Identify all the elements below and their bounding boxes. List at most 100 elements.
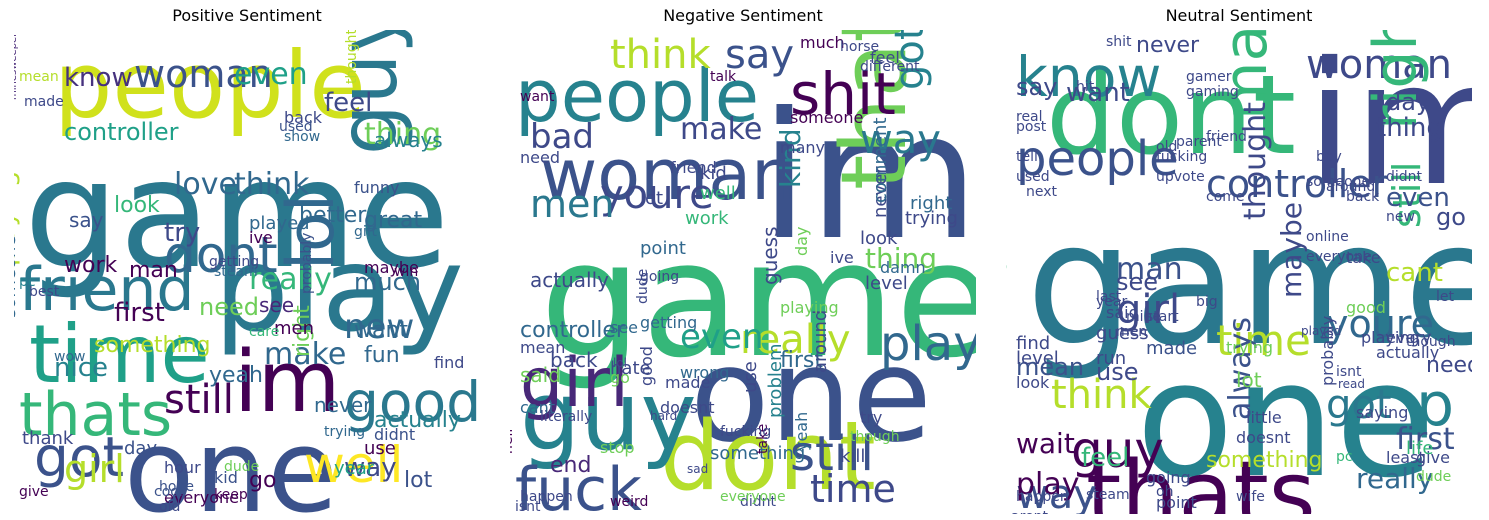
cloud-word-shit: shit — [1106, 34, 1132, 50]
cloud-word-dont: dont — [1046, 51, 1296, 179]
cloud-word-used: used — [279, 119, 313, 135]
cloud-word-mean: mean — [19, 69, 59, 85]
cloud-word-friend: friend — [670, 158, 717, 177]
cloud-word-friend: friend — [1206, 129, 1247, 145]
cloud-word-well: well — [700, 183, 736, 204]
cloud-word-try: try — [860, 408, 883, 427]
cloud-word-hard: hard — [650, 409, 678, 423]
cloud-word-want: want — [1066, 78, 1130, 108]
cloud-word-woman: woman — [134, 52, 273, 96]
cloud-word-way: way — [344, 453, 397, 483]
cloud-word-made: made — [665, 373, 711, 392]
cloud-word-gaming: gaming — [1186, 84, 1239, 100]
cloud-word-kid: kid — [700, 163, 727, 184]
cloud-word-level: level — [865, 273, 908, 294]
cloud-word-let: let — [1436, 289, 1454, 305]
cloud-word-probably: probably — [299, 232, 315, 294]
cloud-word-lot: lot — [1236, 368, 1262, 392]
cloud-word-old: old — [159, 499, 181, 514]
cloud-word-oh: oh — [1156, 484, 1174, 500]
cloud-word-thought: thought — [344, 30, 360, 84]
cloud-word-year: year — [334, 458, 375, 479]
cloud-word-go: go — [610, 368, 630, 387]
cloud-word-p: p — [1416, 370, 1455, 440]
cloud-word-said: said — [1106, 303, 1139, 322]
cloud-word-maybe: maybe — [1275, 201, 1308, 298]
cloud-word-make: make — [264, 337, 347, 372]
cloud-word-win: win — [394, 264, 419, 280]
cloud-word-read: read — [1338, 377, 1366, 391]
cloud-word-around: around — [1326, 179, 1376, 195]
cloud-word-thats: thats — [1086, 442, 1316, 515]
cloud-word-happen: happen — [520, 489, 573, 505]
panel-title: Neutral Sentiment — [1165, 6, 1313, 25]
cloud-word-post: post — [1016, 119, 1047, 135]
cloud-word-made: made — [1146, 338, 1198, 359]
cloud-word-feel: feel — [324, 88, 373, 118]
cloud-word-said: said — [520, 363, 561, 387]
cloud-word-wait: wait — [1016, 427, 1075, 460]
cloud-word-nice: nice — [54, 353, 108, 383]
cloud-word-hate: hate — [610, 358, 651, 379]
cloud-word-pc: pc — [1336, 449, 1353, 465]
cloud-word-didnt: didnt — [374, 425, 416, 444]
cloud-word-one: one — [1136, 326, 1434, 513]
cloud-word-work: work — [64, 253, 118, 278]
cloud-word-cant: cant — [520, 398, 556, 417]
cloud-word-played: played — [249, 213, 310, 234]
cloud-word-still: still — [790, 426, 874, 482]
cloud-word-play: play — [214, 220, 464, 358]
cloud-word-least: least — [1386, 448, 1425, 467]
cloud-word-shit: shit — [790, 60, 896, 128]
cloud-word-look: look — [114, 193, 160, 218]
cloud-word-need: need — [520, 148, 560, 167]
cloud-word-everyone: everyone — [720, 489, 786, 505]
cloud-word-yeah: yeah — [792, 411, 811, 451]
cloud-word-go: go — [249, 468, 277, 493]
cloud-word-didnt: didnt — [1386, 169, 1423, 185]
cloud-word-way: way — [1016, 472, 1097, 514]
cloud-word-everyone: everyone — [164, 488, 239, 507]
cloud-word-thought: thought — [1238, 102, 1273, 220]
cloud-word-online: online — [1306, 229, 1349, 245]
cloud-word-work: work — [685, 208, 729, 229]
cloud-word-give: give — [1416, 448, 1450, 467]
cloud-word-even: even — [1386, 183, 1450, 213]
panel-title: Positive Sentiment — [172, 6, 322, 25]
cloud-word-talk: talk — [710, 69, 737, 85]
cloud-word-old: old — [1156, 139, 1178, 155]
cloud-word-youre: youre — [600, 172, 714, 218]
cloud-word-look: look — [1016, 373, 1050, 392]
cloud-word-im: im — [760, 76, 976, 279]
cloud-word-know: know — [1016, 45, 1162, 109]
cloud-word-come: come — [1206, 189, 1245, 205]
cloud-word-know: know — [64, 63, 133, 93]
cloud-word-steam: steam — [1086, 487, 1130, 503]
cloud-word-want: want — [520, 89, 555, 105]
cloud-word-people: people — [54, 32, 366, 139]
cloud-word-man: man — [129, 258, 178, 283]
cloud-word-boy: boy — [1316, 149, 1342, 165]
cloud-word-ive: ive — [830, 248, 854, 267]
cloud-word-gift: gift — [354, 224, 377, 240]
cloud-word-look: look — [860, 228, 898, 249]
cloud-word-lot: lot — [640, 188, 664, 209]
cloud-word-girl: girl — [1116, 287, 1181, 333]
cloud-word-girl: girl — [520, 344, 629, 423]
cloud-word-people: people — [515, 54, 760, 138]
cloud-word-new: new — [1386, 209, 1415, 225]
cloud-word-take: take — [1346, 248, 1381, 267]
cloud-word-really: really — [740, 317, 851, 363]
cloud-word-different: different — [860, 59, 920, 75]
cloud-word-year: year — [1096, 294, 1128, 310]
cloud-word-see: see — [610, 318, 639, 337]
cloud-word-thing: thing — [364, 117, 442, 152]
cloud-word-man: man — [1116, 252, 1183, 287]
cloud-word-care: care — [249, 324, 280, 340]
cloud-word-woman: woman — [540, 134, 796, 216]
wordcloud-panel-positive: Positive Sentiment game people play one time… — [8, 0, 486, 520]
word-cloud: game people play one time friend lol im guy thats… — [14, 30, 480, 514]
cloud-word-controller: controller — [520, 318, 625, 343]
cloud-word-big: big — [1196, 294, 1218, 310]
cloud-word-didnt: didnt — [740, 494, 777, 510]
